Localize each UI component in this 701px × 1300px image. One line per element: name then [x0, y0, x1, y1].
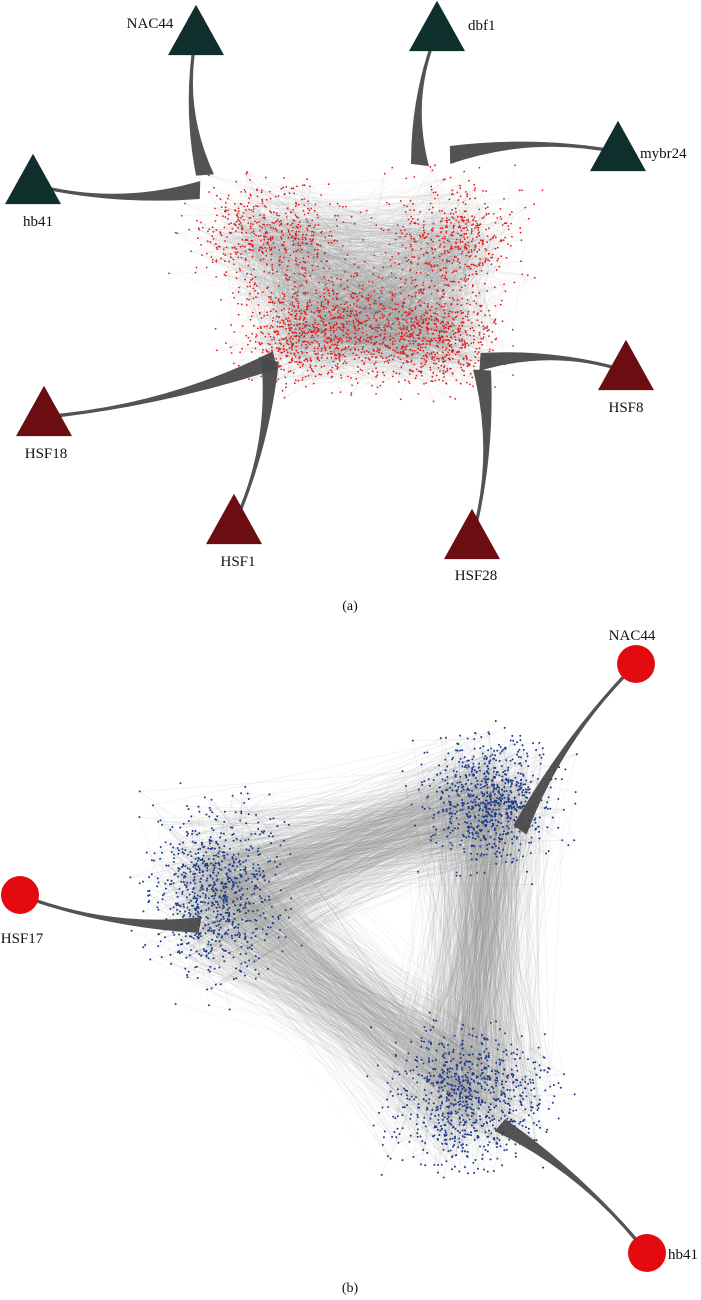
panel-b-label: (b) [342, 1281, 359, 1296]
hub-label-a-mybr24: mybr24 [640, 146, 687, 162]
hub-node-a-dbf1-triangle [409, 0, 465, 52]
hub-node-b-hsf17-circle [1, 876, 39, 914]
hub-node-b-hb41-circle [628, 1234, 666, 1272]
hub-node-a-nac44-triangle [168, 4, 224, 56]
hub-label-b-hb41: hb41 [668, 1247, 698, 1263]
hub-node-a-mybr24-triangle [590, 120, 646, 172]
panel-b-network: NAC44 HSF17 hb41 (b) [1, 628, 698, 1296]
hub-label-b-hsf17: HSF17 [1, 931, 44, 947]
hub-label-a-hsf18: HSF18 [25, 446, 68, 462]
panel-a-hub-nodes [5, 0, 654, 560]
hub-label-a-dbf1: dbf1 [468, 18, 496, 34]
hub-node-a-hsf1-triangle [206, 493, 262, 545]
hub-node-a-hb41-triangle [5, 153, 61, 205]
hub-label-a-hsf28: HSF28 [455, 568, 498, 584]
hub-node-a-hsf28-triangle [444, 508, 500, 560]
panel-a-hub-edge-bundles [32, 31, 627, 541]
hub-label-a-hsf8: HSF8 [608, 400, 643, 416]
panel-b-hub-labels: NAC44 HSF17 hb41 [1, 628, 698, 1263]
hub-node-a-hsf18-triangle [16, 385, 72, 437]
panel-a-core-nodes [168, 164, 544, 403]
panel-b-hub-nodes [1, 645, 666, 1272]
panel-b-hub-edge-bundles [19, 662, 649, 1255]
hub-label-a-hb41: hb41 [23, 214, 53, 230]
hub-node-a-hsf8-triangle [598, 339, 654, 391]
panel-a-hub-labels: NAC44 dbf1 mybr24 hb41 HSF18 HSF1 HSF28 HSF8 [23, 16, 687, 584]
hub-label-a-hsf1: HSF1 [220, 554, 255, 570]
hub-node-b-nac44-circle [617, 645, 655, 683]
panel-a-label: (a) [342, 599, 358, 614]
hub-label-b-nac44: NAC44 [609, 628, 656, 644]
hub-label-a-nac44: NAC44 [127, 16, 174, 32]
panel-a-network: NAC44 dbf1 mybr24 hb41 HSF18 HSF1 HSF28 HSF8 (a… [5, 0, 687, 614]
